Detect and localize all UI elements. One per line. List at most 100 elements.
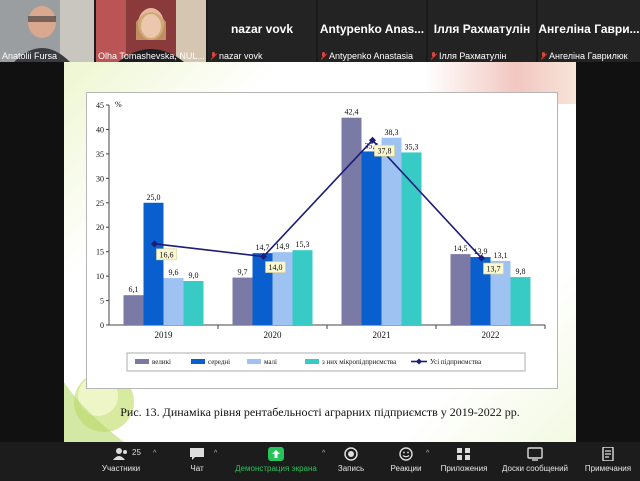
bar-data-label: 14,5 <box>454 244 468 253</box>
y-tick-label: 45 <box>96 101 104 110</box>
legend-marker <box>416 358 422 365</box>
participants-caret-icon[interactable]: ^ <box>153 450 157 457</box>
bar-data-label: 9,8 <box>516 267 526 276</box>
participant-tile-video[interactable]: Olha Tomashevska, NUL... <box>96 0 206 62</box>
reactions-button[interactable]: Реакции <box>386 442 426 481</box>
legend-label: великі <box>152 358 171 366</box>
participant-display-name: Ангеліна Гаври... <box>538 22 640 36</box>
bar <box>490 260 511 325</box>
participants-icon <box>113 448 127 460</box>
legend-swatch <box>191 359 205 364</box>
y-tick-label: 5 <box>100 297 104 306</box>
apps-label: Приложения <box>440 464 488 473</box>
participant-tile[interactable]: Antypenko Anas... Antypenko Anastasia <box>318 0 426 62</box>
x-tick-label: 2020 <box>264 330 283 340</box>
bar-data-label: 14,9 <box>276 242 290 251</box>
participant-video-tomashevska <box>96 0 206 62</box>
bar <box>381 137 402 325</box>
mic-muted-icon <box>320 52 327 60</box>
bar <box>341 117 362 325</box>
whiteboard-button[interactable]: Доски сообщений <box>498 442 572 481</box>
whiteboard-icon <box>527 447 543 461</box>
participant-strip: Anatolii Fursa Olha Tomashevska, NUL... … <box>0 0 640 62</box>
bar <box>510 277 531 325</box>
mic-muted-icon <box>540 52 547 60</box>
legend-label: з них мікропідприємства <box>322 358 397 366</box>
share-screen-label: Демонстрация экрана <box>235 464 317 473</box>
legend-box <box>126 352 526 372</box>
smile-icon <box>399 447 413 461</box>
bar-data-label: 25,0 <box>147 193 161 202</box>
legend-swatch <box>135 359 149 364</box>
chart-caption: Рис. 13. Динаміка рівня рентабельності а… <box>120 405 520 419</box>
legend-label: середні <box>208 358 230 366</box>
bar-data-label: 9,0 <box>189 271 199 280</box>
x-tick-label: 2019 <box>155 330 174 340</box>
share-caret-icon[interactable]: ^ <box>322 450 326 457</box>
line-point <box>478 254 485 262</box>
participant-video-fursa <box>0 0 94 62</box>
mic-muted-icon <box>210 52 217 60</box>
x-tick-label: 2022 <box>482 330 500 340</box>
share-screen-button[interactable]: Демонстрация экрана <box>230 442 322 481</box>
notes-label: Примечания <box>584 464 632 473</box>
bar <box>232 277 253 325</box>
apps-button[interactable]: Приложения <box>438 442 490 481</box>
y-tick-label: 30 <box>96 174 104 183</box>
record-icon <box>344 447 358 461</box>
chat-button[interactable]: Чат <box>180 442 214 481</box>
bar-data-label: 13,1 <box>494 251 508 260</box>
bar <box>183 281 204 325</box>
bar <box>143 202 164 325</box>
participant-name: Anatolii Fursa <box>2 51 58 61</box>
participant-tile-video[interactable]: Anatolii Fursa <box>0 0 94 62</box>
bar <box>163 278 184 325</box>
participant-display-name: nazar vovk <box>230 22 294 36</box>
bar <box>292 250 313 325</box>
bar-data-label: 9,6 <box>169 268 179 277</box>
y-tick-label: 35 <box>96 150 104 159</box>
legend-label: малі <box>264 358 277 366</box>
participant-tile[interactable]: Ангеліна Гаври... Ангеліна Гаврилюк <box>538 0 640 62</box>
line-data-label: 13,7 <box>487 265 501 274</box>
y-tick-label: 25 <box>96 199 104 208</box>
line-label-box <box>374 144 395 157</box>
bar <box>361 151 382 325</box>
bar <box>401 152 422 325</box>
participants-count: 25 <box>132 448 141 457</box>
bar-data-label: 38,3 <box>385 128 399 137</box>
bar-data-label: 6,1 <box>129 285 139 294</box>
line-point <box>369 136 376 144</box>
participant-name: Olha Tomashevska, NUL... <box>98 51 205 61</box>
y-axis-label: % <box>115 100 122 109</box>
bar <box>123 295 144 325</box>
reactions-label: Реакции <box>390 464 422 473</box>
bar-data-label: 14,7 <box>256 243 270 252</box>
y-tick-label: 20 <box>96 223 104 232</box>
share-screen-icon <box>268 447 284 461</box>
line-label-box <box>156 248 177 261</box>
meeting-toolbar: 25 Участники ^ Чат ^ Демонстрация экрана… <box>0 442 640 481</box>
y-tick-label: 10 <box>96 272 104 281</box>
bar-data-label: 15,3 <box>296 240 310 249</box>
participants-button[interactable]: 25 Участники <box>92 442 150 481</box>
participant-tile[interactable]: nazar vovk nazar vovk <box>208 0 316 62</box>
participant-name: Antypenko Anastasia <box>329 51 414 61</box>
notes-icon <box>602 447 614 461</box>
line-data-label: 14,0 <box>269 263 283 272</box>
notes-button[interactable]: Примечания <box>578 442 638 481</box>
legend-swatch <box>247 359 261 364</box>
chat-caret-icon[interactable]: ^ <box>214 450 218 457</box>
participant-display-name: Ілля Рахматулін <box>433 22 531 36</box>
participant-display-name: Antypenko Anas... <box>319 22 425 36</box>
legend-label: Усі підприємства <box>430 358 482 366</box>
reactions-caret-icon[interactable]: ^ <box>426 450 430 457</box>
record-button[interactable]: Запись <box>334 442 368 481</box>
participant-name: nazar vovk <box>219 51 263 61</box>
chat-label: Чат <box>190 464 204 473</box>
line-point <box>151 240 158 248</box>
line-label-box <box>265 261 286 273</box>
participant-tile[interactable]: Ілля Рахматулін Ілля Рахматулін <box>428 0 536 62</box>
line-data-label: 16,6 <box>160 250 174 259</box>
chat-icon <box>190 448 204 460</box>
